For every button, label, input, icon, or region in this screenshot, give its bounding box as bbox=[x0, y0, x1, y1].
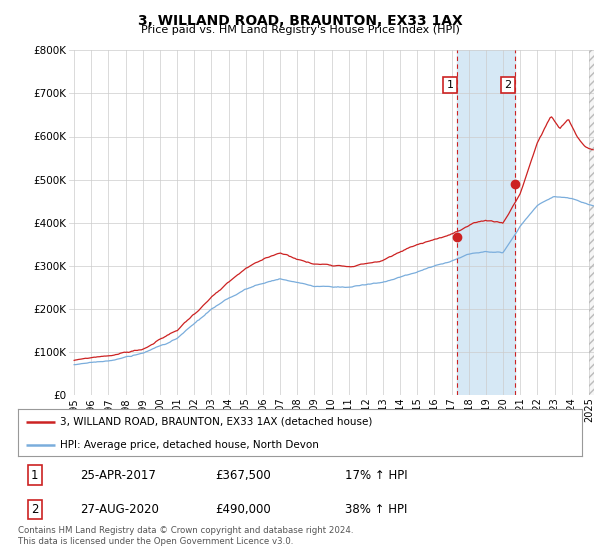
Text: £367,500: £367,500 bbox=[215, 469, 271, 482]
Text: 3, WILLAND ROAD, BRAUNTON, EX33 1AX (detached house): 3, WILLAND ROAD, BRAUNTON, EX33 1AX (det… bbox=[60, 417, 373, 427]
Text: 25-APR-2017: 25-APR-2017 bbox=[80, 469, 156, 482]
Text: 1: 1 bbox=[446, 80, 454, 90]
Text: 2: 2 bbox=[504, 80, 511, 90]
Text: HPI: Average price, detached house, North Devon: HPI: Average price, detached house, Nort… bbox=[60, 440, 319, 450]
Bar bbox=[457, 50, 515, 395]
Text: 27-AUG-2020: 27-AUG-2020 bbox=[80, 503, 159, 516]
Bar bbox=[589, 50, 594, 395]
Text: Contains HM Land Registry data © Crown copyright and database right 2024.
This d: Contains HM Land Registry data © Crown c… bbox=[18, 526, 353, 546]
Text: 1: 1 bbox=[31, 469, 38, 482]
Bar bbox=[589, 50, 594, 395]
Text: 3, WILLAND ROAD, BRAUNTON, EX33 1AX: 3, WILLAND ROAD, BRAUNTON, EX33 1AX bbox=[137, 14, 463, 28]
Text: £490,000: £490,000 bbox=[215, 503, 271, 516]
Text: Price paid vs. HM Land Registry's House Price Index (HPI): Price paid vs. HM Land Registry's House … bbox=[140, 25, 460, 35]
Text: 2: 2 bbox=[31, 503, 38, 516]
Text: 38% ↑ HPI: 38% ↑ HPI bbox=[345, 503, 407, 516]
Text: 17% ↑ HPI: 17% ↑ HPI bbox=[345, 469, 408, 482]
